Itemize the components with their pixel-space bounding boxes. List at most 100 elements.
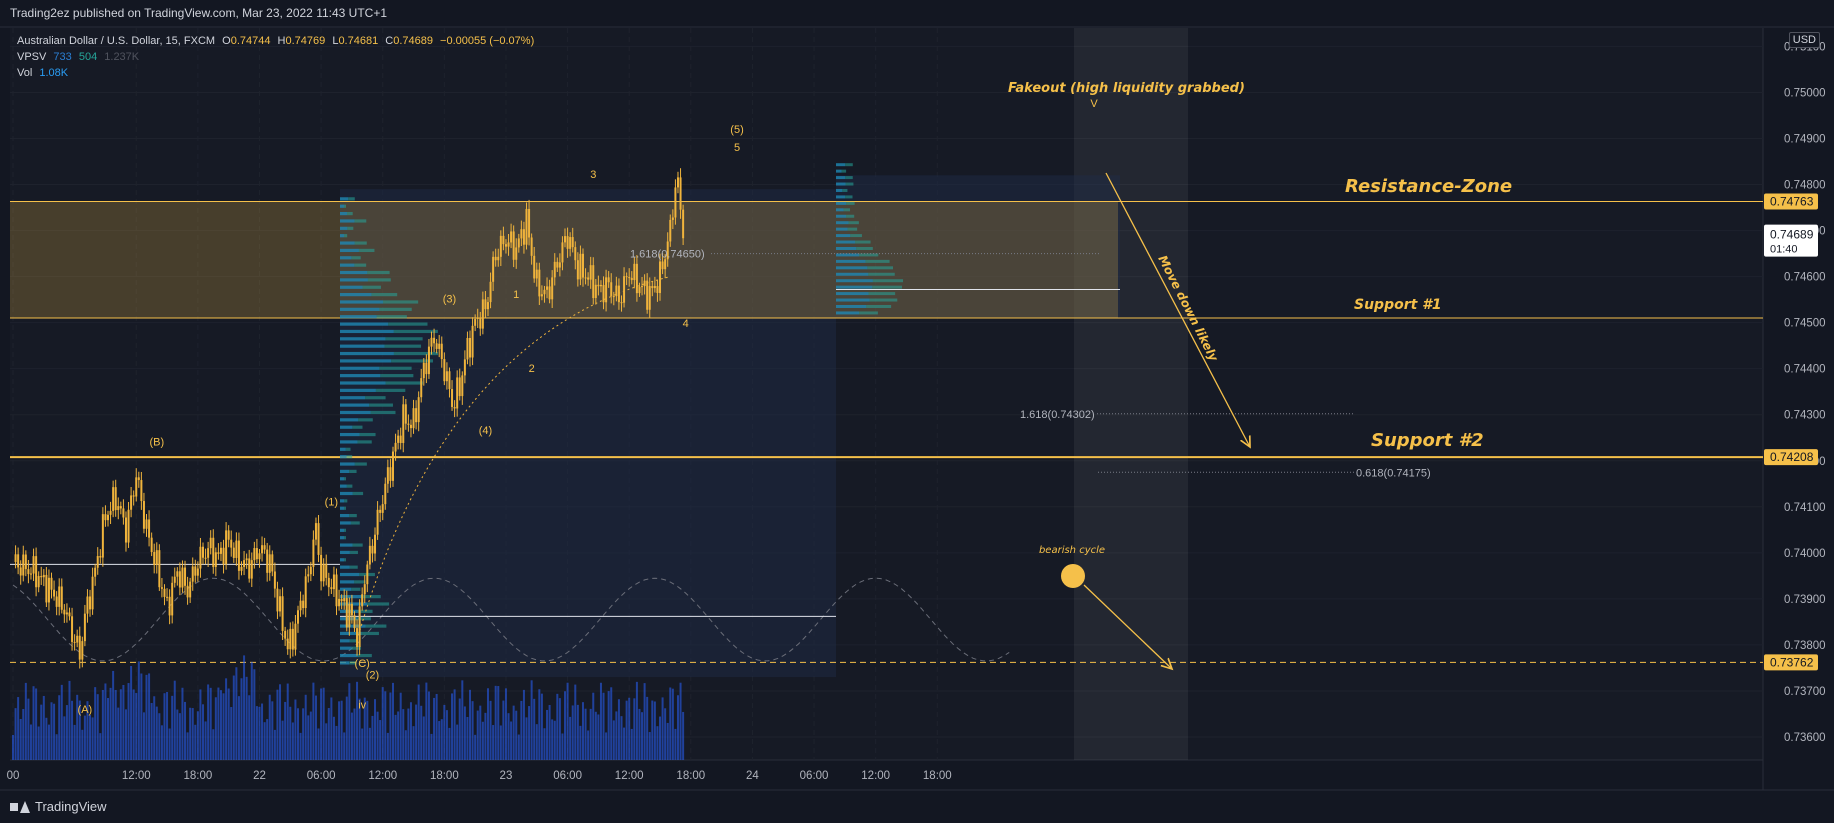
volume-bar	[361, 728, 364, 760]
profile-bar-up	[340, 595, 363, 599]
volume-bar	[309, 711, 312, 760]
volume-bar	[163, 693, 166, 760]
profile-bar-down	[370, 410, 396, 415]
candle-body	[587, 277, 590, 280]
profile-bar-up	[836, 201, 847, 205]
candle-body	[148, 519, 151, 538]
candle-body	[155, 550, 158, 566]
volume-bar	[304, 694, 307, 760]
volume-bar	[255, 706, 258, 760]
profile-bar-up	[340, 484, 347, 488]
profile-bar-up	[340, 263, 355, 267]
candle-body	[653, 286, 656, 289]
volume-bar	[399, 692, 402, 760]
volume-bar	[140, 673, 143, 760]
candle-body	[19, 567, 22, 576]
profile-bar-up	[340, 197, 349, 201]
volume-bar	[448, 727, 451, 760]
profile-bar-down	[850, 234, 862, 238]
volume-bar	[522, 689, 525, 760]
volume-bar	[65, 705, 68, 760]
profile-bar-down	[352, 491, 364, 496]
profile-bar-up	[340, 455, 347, 459]
candle-body	[273, 571, 276, 589]
profile-bar-down	[351, 646, 361, 650]
volume-bar	[78, 700, 81, 760]
candle-body	[530, 237, 533, 256]
tradingview-brand[interactable]: TradingView	[10, 799, 107, 814]
candle-body	[27, 569, 30, 575]
volume-bar	[178, 713, 181, 760]
profile-bar-up	[340, 624, 366, 628]
volume-bar	[384, 691, 387, 760]
volume-bar	[227, 688, 230, 760]
volume-bar	[617, 699, 620, 760]
volume-bar	[546, 709, 549, 760]
candle-body	[592, 265, 595, 299]
volume-bar	[659, 716, 662, 760]
volume-bar	[682, 711, 685, 760]
volume-bar	[266, 719, 269, 760]
candle-body	[389, 467, 392, 481]
wave-label: 1	[513, 289, 519, 301]
profile-bar-down	[354, 263, 367, 267]
profile-bar-down	[367, 270, 390, 275]
currency-button[interactable]: USD	[1788, 32, 1820, 48]
candle-body	[625, 276, 628, 278]
profile-bar-up	[340, 403, 370, 407]
candle-body	[664, 259, 667, 270]
profile-bar-up	[836, 272, 869, 276]
candle-body	[150, 537, 153, 553]
volume-bar	[489, 700, 492, 760]
candle-body	[196, 568, 199, 576]
profile-bar-up	[340, 285, 363, 289]
candle-body	[106, 514, 109, 521]
candle-body	[40, 576, 43, 578]
candle-body	[45, 574, 48, 603]
candle-body	[579, 253, 582, 280]
candle-body	[294, 623, 297, 650]
volume-bar	[589, 708, 592, 760]
candle-body	[571, 237, 574, 248]
candle-body	[266, 549, 269, 573]
profile-bar-up	[340, 337, 386, 341]
symbol-name[interactable]: Australian Dollar / U.S. Dollar, 15, FXC…	[17, 35, 216, 47]
wave-label: (B)	[149, 437, 164, 449]
volume-bar	[653, 701, 656, 760]
volume-bar	[404, 730, 407, 760]
vpsv-legend[interactable]: VPSV 733 504 1.237K	[17, 51, 140, 63]
time-tick-label: 18:00	[430, 770, 459, 782]
highlight-range	[1074, 28, 1188, 760]
candle-body	[438, 343, 441, 349]
volume-bar	[94, 687, 97, 760]
candle-body	[71, 616, 74, 642]
profile-bar-down	[856, 246, 873, 250]
volume-legend[interactable]: Vol 1.08K	[17, 67, 69, 79]
volume-bar	[381, 687, 384, 760]
profile-bar-down	[380, 374, 414, 378]
candle-body	[127, 509, 130, 543]
candle-body	[171, 582, 174, 616]
volume-bar	[597, 714, 600, 760]
candle-body	[486, 302, 489, 310]
candle-body	[153, 552, 156, 566]
profile-bar-up	[836, 259, 866, 263]
volume-bar	[530, 680, 533, 760]
candle-body	[497, 256, 500, 261]
volume-bar	[520, 700, 523, 760]
candle-body	[227, 530, 230, 540]
candle-body	[494, 256, 497, 261]
volume-bar	[320, 688, 323, 760]
volume-bar	[422, 716, 425, 760]
volume-bar	[235, 667, 238, 760]
candle-body	[91, 576, 94, 610]
candle-body	[566, 236, 569, 249]
volume-bar	[564, 691, 567, 760]
volume-bar	[676, 695, 679, 760]
profile-bar-up	[340, 256, 352, 260]
candle-body	[499, 235, 502, 257]
volume-bar	[112, 670, 115, 760]
candle-body	[659, 261, 662, 293]
profile-bar-up	[836, 227, 848, 231]
